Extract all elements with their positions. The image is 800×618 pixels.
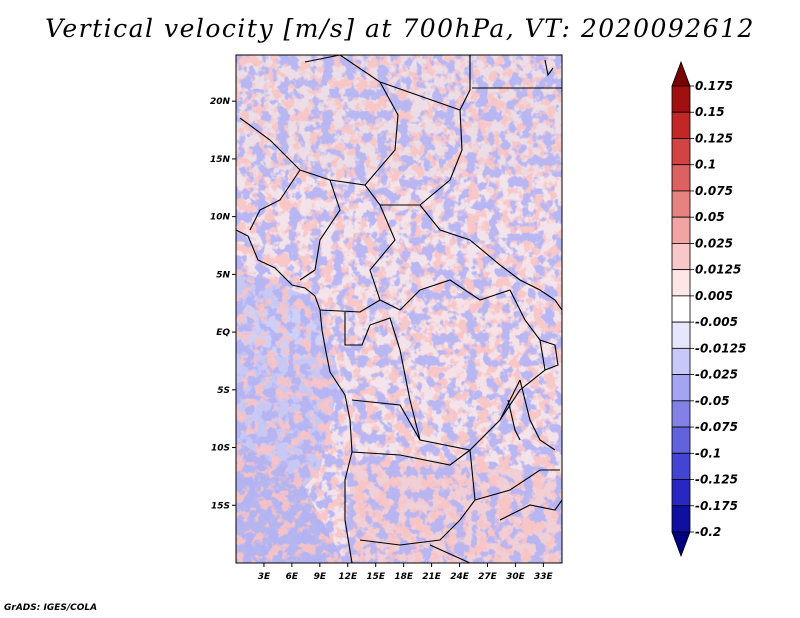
colorbar-swatch xyxy=(671,452,691,480)
colorbar-label: -0.0125 xyxy=(695,341,746,355)
colorbar-swatch xyxy=(671,505,691,533)
colorbar-swatch xyxy=(671,295,691,323)
chart-title: Vertical velocity [m/s] at 700hPa, VT: 2… xyxy=(45,14,755,43)
colorbar-swatch xyxy=(671,374,691,402)
colorbar-swatch xyxy=(671,85,691,113)
lon-label: 30E xyxy=(506,572,526,582)
colorbar-swatch xyxy=(671,190,691,218)
colorbar-label: -0.2 xyxy=(695,525,721,539)
colorbar-label: 0.005 xyxy=(695,289,733,303)
colorbar-swatch xyxy=(671,347,691,375)
axis-ticks: 3E 6E 9E 12E 15E 18E 21E 24E 27E 30E 33E 20N 15N 10N 5… xyxy=(210,97,554,582)
colorbar-swatch xyxy=(671,243,691,271)
lon-label: 12E xyxy=(338,572,358,582)
lon-label: 27E xyxy=(478,572,498,582)
colorbar-label: 0.025 xyxy=(695,236,733,250)
colorbar-swatch xyxy=(671,479,691,507)
colorbar-swatch xyxy=(671,321,691,349)
colorbar: 0.175 0.15 0.125 0.1 0.075 0.05 0.025 0.0125 0.0… xyxy=(671,60,746,558)
lon-label: 9E xyxy=(314,572,327,582)
lon-label: 21E xyxy=(422,572,442,582)
lat-label: 20N xyxy=(210,97,231,107)
colorbar-label: -0.175 xyxy=(695,499,738,513)
colorbar-swatch xyxy=(671,426,691,454)
colorbar-label: 0.05 xyxy=(695,210,725,224)
lon-label: 6E xyxy=(286,572,299,582)
lon-label: 15E xyxy=(366,572,386,582)
colorbar-label: 0.15 xyxy=(695,105,725,119)
colorbar-label: -0.025 xyxy=(695,368,738,382)
colorbar-label: 0.075 xyxy=(695,184,733,198)
lon-label: 18E xyxy=(394,572,414,582)
colorbar-swatch xyxy=(671,216,691,244)
colorbar-label: 0.175 xyxy=(695,79,733,93)
colorbar-label: 0.0125 xyxy=(695,263,741,277)
colorbar-swatch xyxy=(671,269,691,297)
colorbar-label: 0.125 xyxy=(695,131,733,145)
colorbar-swatch xyxy=(671,111,691,139)
lat-label: 5N xyxy=(216,270,230,280)
colorbar-arrow-top xyxy=(671,60,691,87)
colorbar-label: -0.125 xyxy=(695,473,738,487)
lat-label: EQ xyxy=(216,328,230,338)
colorbar-label: -0.005 xyxy=(695,315,738,329)
colorbar-label: -0.05 xyxy=(695,394,730,408)
colorbar-label: 0.1 xyxy=(695,158,716,172)
lat-label: 5S xyxy=(217,386,230,396)
colorbar-swatch xyxy=(671,138,691,166)
footer-credit: GrADS: IGES/COLA xyxy=(4,603,98,613)
lat-label: 10N xyxy=(210,213,231,223)
colorbar-label: -0.075 xyxy=(695,420,738,434)
map-frame xyxy=(235,54,563,564)
lat-label: 15S xyxy=(211,501,230,511)
colorbar-swatch xyxy=(671,400,691,428)
lon-label: 3E xyxy=(258,572,271,582)
country-borders xyxy=(236,55,562,563)
colorbar-label: -0.1 xyxy=(695,446,721,460)
colorbar-arrow-bottom xyxy=(671,531,691,558)
lon-label: 24E xyxy=(450,572,470,582)
lon-label: 33E xyxy=(534,572,554,582)
colorbar-swatch xyxy=(671,164,691,192)
lat-label: 15N xyxy=(210,155,231,165)
lat-label: 10S xyxy=(211,444,230,454)
